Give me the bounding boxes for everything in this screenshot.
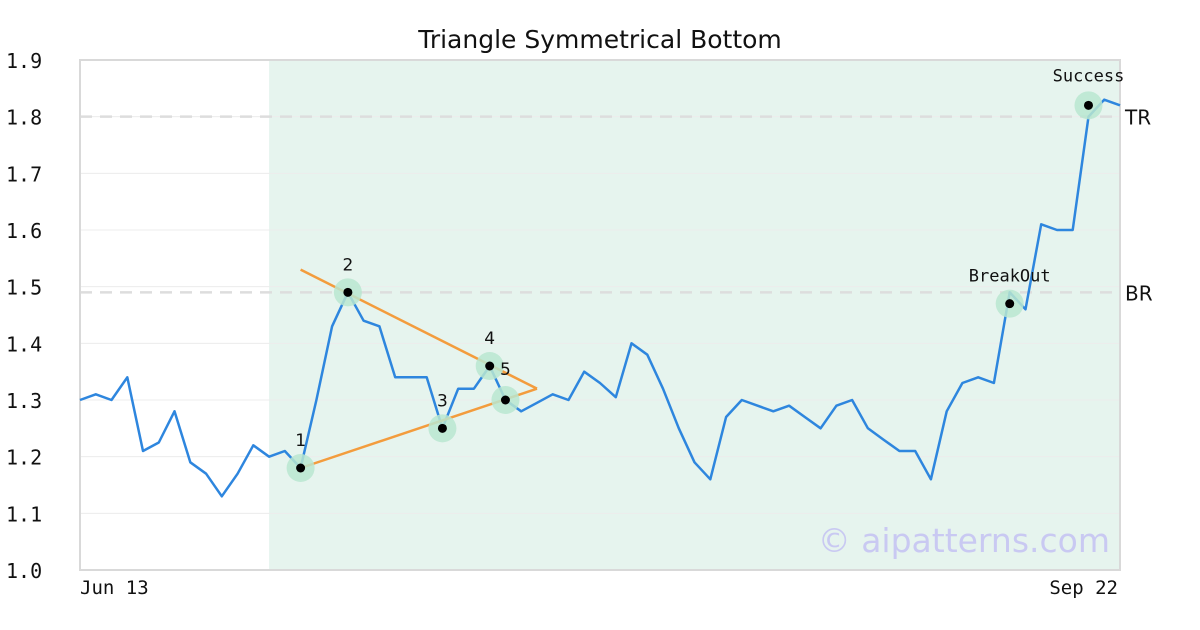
- point-label-1: 1: [295, 431, 306, 451]
- y-tick-label: 1.1: [6, 502, 42, 526]
- point-marker-dot: [437, 423, 447, 433]
- point-label-4: 4: [484, 329, 495, 349]
- y-tick-label: 1.4: [6, 332, 42, 356]
- y-tick-label: 1.6: [6, 219, 42, 243]
- point-marker-dot: [1083, 100, 1093, 110]
- y-tick-label: 1.7: [6, 162, 42, 186]
- y-tick-label: 1.3: [6, 389, 42, 413]
- level-label-br: BR: [1125, 281, 1153, 305]
- y-tick-label: 1.9: [6, 49, 42, 73]
- y-tick-label: 1.0: [6, 559, 42, 583]
- point-marker-dot: [500, 395, 510, 405]
- point-label-breakout: BreakOut: [969, 267, 1051, 287]
- x-tick-label: Sep 22: [1049, 577, 1118, 599]
- point-marker-dot: [485, 361, 495, 371]
- pattern-region: [269, 60, 1120, 570]
- point-label-success: Success: [1053, 66, 1125, 86]
- watermark: © aipatterns.com: [818, 521, 1110, 560]
- point-marker-dot: [1005, 299, 1015, 309]
- x-tick-label: Jun 13: [80, 577, 149, 599]
- y-tick-label: 1.8: [6, 106, 42, 130]
- y-tick-label: 1.2: [6, 446, 42, 470]
- point-marker-dot: [296, 463, 306, 473]
- point-label-5: 5: [500, 360, 511, 380]
- plot-frame: [79, 59, 1121, 571]
- y-tick-label: 1.5: [6, 276, 42, 300]
- level-label-tr: TR: [1124, 106, 1151, 130]
- point-marker-dot: [343, 287, 353, 297]
- chart-title: Triangle Symmetrical Bottom: [417, 25, 782, 54]
- point-label-3: 3: [437, 391, 448, 411]
- price-series-line: [79, 98, 1121, 498]
- point-label-2: 2: [342, 255, 353, 275]
